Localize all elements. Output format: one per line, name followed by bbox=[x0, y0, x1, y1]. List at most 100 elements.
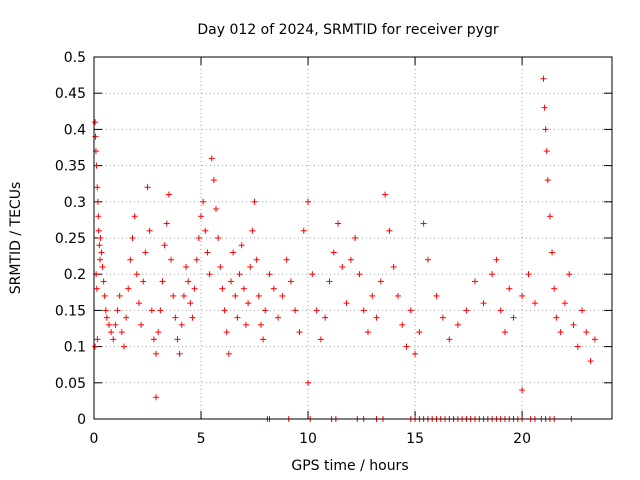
data-point bbox=[150, 336, 157, 343]
data-point bbox=[525, 271, 532, 278]
data-point bbox=[219, 285, 226, 292]
data-point bbox=[566, 271, 573, 278]
data-point bbox=[96, 256, 103, 263]
data-point bbox=[138, 321, 145, 328]
data-point bbox=[118, 329, 125, 336]
data-point bbox=[317, 336, 324, 343]
data-point bbox=[543, 148, 550, 155]
data-point bbox=[161, 242, 168, 249]
data-point bbox=[364, 329, 371, 336]
data-point bbox=[519, 292, 526, 299]
data-point bbox=[242, 321, 249, 328]
data-point bbox=[157, 307, 164, 314]
data-point bbox=[390, 263, 397, 270]
data-point bbox=[420, 220, 427, 227]
data-point bbox=[198, 213, 205, 220]
data-point bbox=[255, 292, 262, 299]
x-tick-label: 10 bbox=[299, 431, 317, 447]
data-point bbox=[103, 314, 110, 321]
data-point bbox=[394, 292, 401, 299]
data-point bbox=[200, 198, 207, 205]
y-axis-ticks: 0 0.05 0.1 0.15 0.2 0.25 0.3 0.35 0.4 0.45 0.5 bbox=[55, 50, 612, 428]
data-point bbox=[213, 206, 220, 213]
y-tick-label: 0.1 bbox=[64, 340, 86, 356]
data-point bbox=[501, 329, 508, 336]
data-point bbox=[407, 307, 414, 314]
data-point bbox=[283, 256, 290, 263]
data-point bbox=[155, 329, 162, 336]
data-point bbox=[185, 278, 192, 285]
data-point bbox=[99, 263, 106, 270]
data-point bbox=[133, 271, 140, 278]
data-point bbox=[97, 235, 104, 241]
data-point bbox=[178, 321, 185, 328]
data-point bbox=[399, 321, 406, 328]
data-point bbox=[480, 300, 487, 307]
data-point bbox=[489, 271, 496, 278]
data-point bbox=[382, 191, 389, 198]
data-point bbox=[100, 278, 107, 285]
data-point bbox=[549, 249, 556, 256]
y-tick-label: 0.2 bbox=[64, 267, 86, 283]
data-point bbox=[191, 285, 198, 292]
data-point bbox=[309, 271, 316, 278]
data-point bbox=[193, 256, 200, 263]
data-point bbox=[108, 329, 115, 336]
data-point bbox=[217, 263, 224, 270]
data-point bbox=[234, 314, 241, 321]
x-tick-label: 0 bbox=[90, 431, 99, 447]
data-point bbox=[102, 307, 109, 314]
data-point bbox=[330, 249, 337, 256]
data-point bbox=[153, 394, 160, 401]
data-point bbox=[236, 271, 243, 278]
data-point bbox=[313, 307, 320, 314]
data-point bbox=[165, 191, 172, 198]
data-point bbox=[146, 227, 153, 234]
data-point bbox=[322, 314, 329, 321]
data-point bbox=[403, 343, 410, 350]
data-point bbox=[343, 300, 350, 307]
data-point bbox=[260, 336, 267, 343]
data-point bbox=[377, 278, 384, 285]
data-point bbox=[551, 285, 558, 292]
data-point bbox=[275, 314, 282, 321]
data-point bbox=[544, 177, 551, 184]
data-point bbox=[287, 278, 294, 285]
data-point bbox=[208, 155, 215, 162]
data-point bbox=[352, 235, 359, 241]
data-point bbox=[172, 314, 179, 321]
data-point bbox=[187, 300, 194, 307]
x-axis-ticks: 0 5 10 15 20 bbox=[90, 57, 531, 447]
data-point bbox=[112, 321, 119, 328]
data-point bbox=[232, 292, 239, 299]
data-point bbox=[174, 336, 181, 343]
data-point bbox=[360, 307, 367, 314]
data-point bbox=[94, 198, 101, 205]
data-point bbox=[583, 329, 590, 336]
x-tick-label: 15 bbox=[406, 431, 424, 447]
y-tick-label: 0.05 bbox=[55, 376, 86, 392]
data-point bbox=[339, 263, 346, 270]
data-point bbox=[561, 300, 568, 307]
data-point bbox=[183, 263, 190, 270]
data-point bbox=[493, 256, 500, 263]
data-point bbox=[356, 271, 363, 278]
data-point bbox=[131, 213, 138, 220]
data-point bbox=[110, 336, 117, 343]
data-point bbox=[591, 336, 598, 343]
data-point bbox=[463, 307, 470, 314]
data-point bbox=[424, 256, 431, 263]
data-point bbox=[541, 104, 548, 111]
data-point bbox=[170, 292, 177, 299]
data-point bbox=[510, 314, 517, 321]
data-point bbox=[300, 227, 307, 234]
data-point bbox=[247, 263, 254, 270]
data-point bbox=[553, 314, 560, 321]
data-point bbox=[472, 278, 479, 285]
data-point bbox=[92, 133, 99, 140]
x-axis-label: GPS time / hours bbox=[291, 458, 408, 474]
data-point bbox=[94, 336, 101, 343]
data-point bbox=[570, 321, 577, 328]
data-point bbox=[326, 278, 333, 285]
